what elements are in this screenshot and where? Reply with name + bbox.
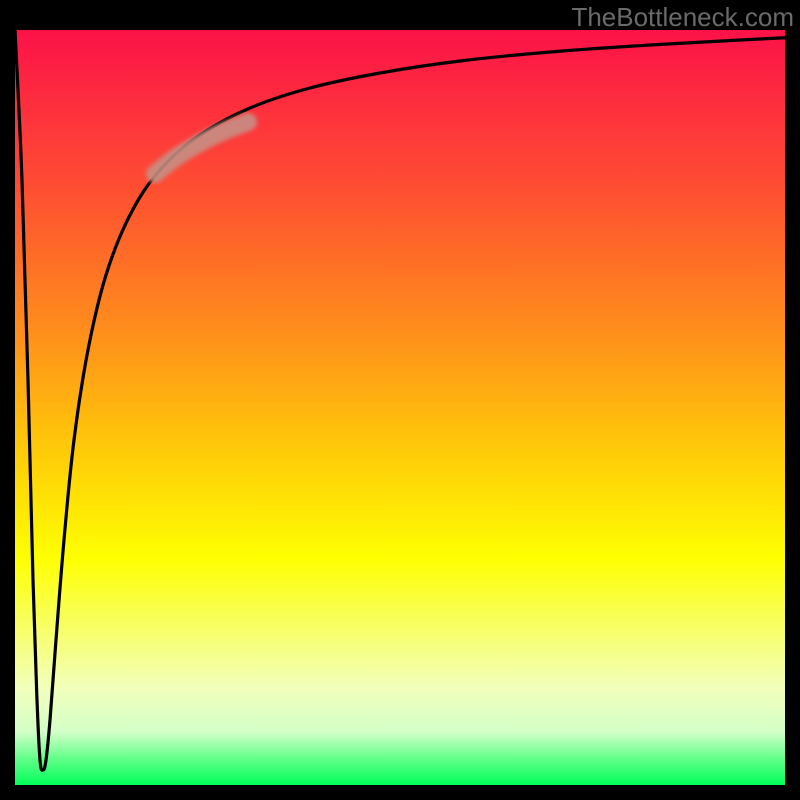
bottleneck-curve [15, 30, 800, 770]
curve-layer [0, 0, 800, 800]
blur-highlight-segment [155, 122, 248, 174]
watermark-text: TheBottleneck.com [571, 2, 794, 33]
